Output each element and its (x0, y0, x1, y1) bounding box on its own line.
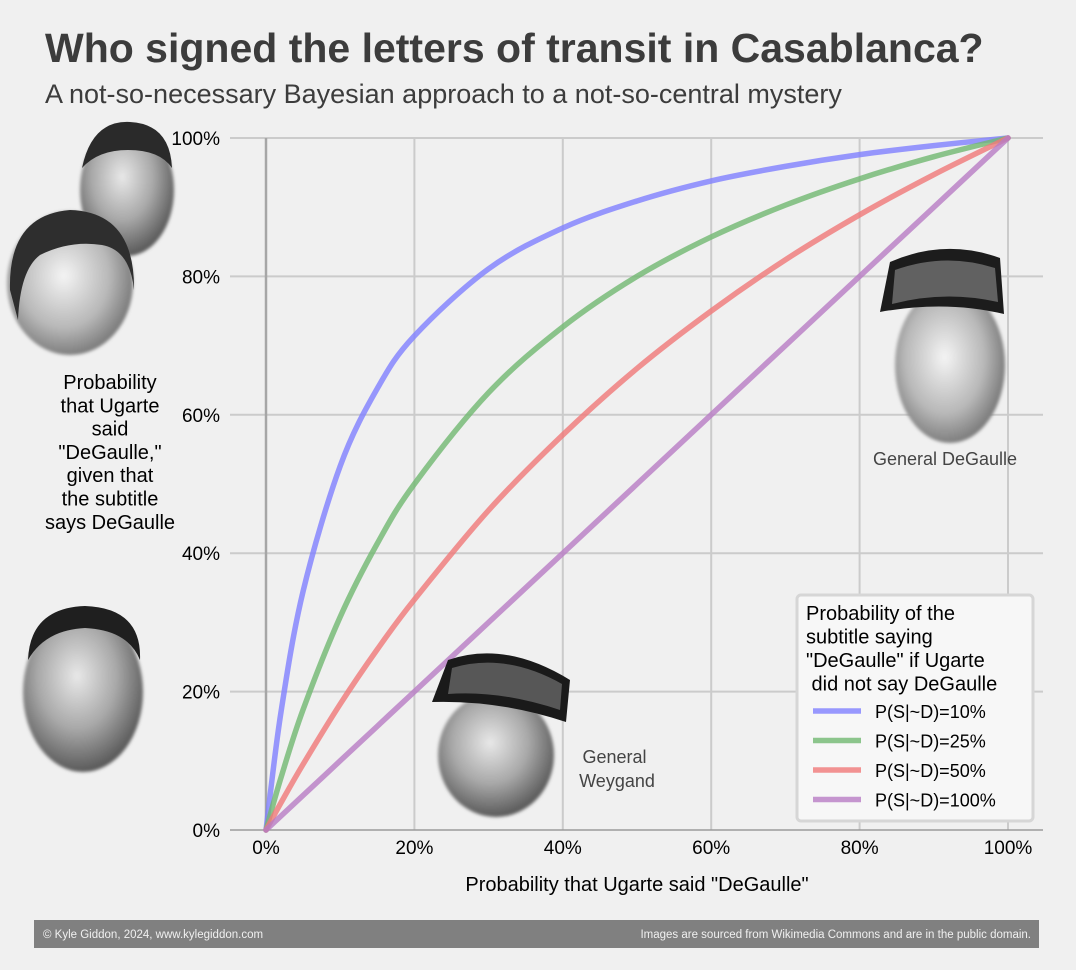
x-tick-label: 0% (252, 838, 280, 859)
legend-title-line: subtitle saying (806, 627, 933, 649)
footer-bar (34, 920, 1039, 948)
legend-title-line: did not say DeGaulle (806, 674, 997, 696)
footer: © Kyle Giddon, 2024, www.kylegiddon.com … (34, 920, 1039, 948)
axes (230, 138, 1043, 831)
legend-label: P(S|~D)=50% (875, 761, 986, 781)
footer-credit: © Kyle Giddon, 2024, www.kylegiddon.com (43, 929, 263, 941)
annotation-weygand-line-1: General (582, 747, 646, 767)
legend: Probability of the subtitle saying "DeGaul… (795, 593, 1035, 823)
chart-subtitle: A not-so-necessary Bayesian approach to … (45, 79, 842, 109)
legend-box (795, 593, 1035, 823)
x-tick-label: 40% (544, 838, 582, 859)
annotation-weygand: General Weygand (579, 747, 655, 791)
series-lines (263, 135, 1011, 833)
x-tick-label: 80% (841, 838, 879, 859)
series-line-1 (263, 135, 1011, 833)
y-tick-label: 20% (182, 683, 220, 704)
x-tick-label: 20% (395, 838, 433, 859)
y-tick-label: 40% (182, 544, 220, 565)
y-tick-label: 60% (182, 406, 220, 427)
y-axis-label-line: that Ugarte (61, 395, 160, 417)
series-line-4 (263, 135, 1011, 833)
y-axis-label-line: "DeGaulle," (58, 442, 161, 464)
annotation-weygand-line-2: Weygand (579, 771, 655, 791)
legend-title-line: "DeGaulle" if Ugarte (806, 650, 985, 672)
legend-title-line: Probability of the (806, 603, 955, 625)
y-tick-label: 100% (171, 129, 220, 150)
series-line-2 (263, 135, 1011, 833)
weygand-photo (432, 653, 570, 817)
y-axis-label-line: says DeGaulle (45, 512, 175, 534)
x-axis-label: Probability that Ugarte said "DeGaulle" (465, 874, 808, 896)
y-axis-label-line: Probability (63, 372, 156, 394)
degaulle-photo (880, 248, 1005, 443)
y-axis-label-line: the subtitle (62, 489, 159, 511)
footer-source: Images are sourced from Wikimedia Common… (640, 929, 1031, 941)
y-tick-label: 80% (182, 267, 220, 288)
y-tick-label: 0% (193, 821, 221, 842)
legend-title: Probability of the subtitle saying "DeGaul… (806, 603, 997, 696)
ugarte-photo (23, 606, 143, 772)
y-axis-label-line: said (92, 419, 129, 441)
series-line-3 (263, 135, 1011, 833)
legend-label: P(S|~D)=100% (875, 791, 996, 811)
x-tick-label: 100% (984, 838, 1033, 859)
annotation-degaulle: General DeGaulle (873, 449, 1017, 469)
chart-title: Who signed the letters of transit in Cas… (45, 25, 984, 71)
x-tick-label: 60% (692, 838, 730, 859)
legend-label: P(S|~D)=25% (875, 732, 986, 752)
legend-label: P(S|~D)=10% (875, 702, 986, 722)
y-axis-label-line: given that (67, 465, 154, 487)
bogart-bergman-photo (7, 121, 174, 355)
y-axis-label: Probability that Ugarte said "DeGaulle," giv… (45, 372, 175, 534)
tick-labels: 0% 20% 40% 60% 80% 100% 0% 20% 40% 60% 80% 100% (171, 129, 1032, 859)
